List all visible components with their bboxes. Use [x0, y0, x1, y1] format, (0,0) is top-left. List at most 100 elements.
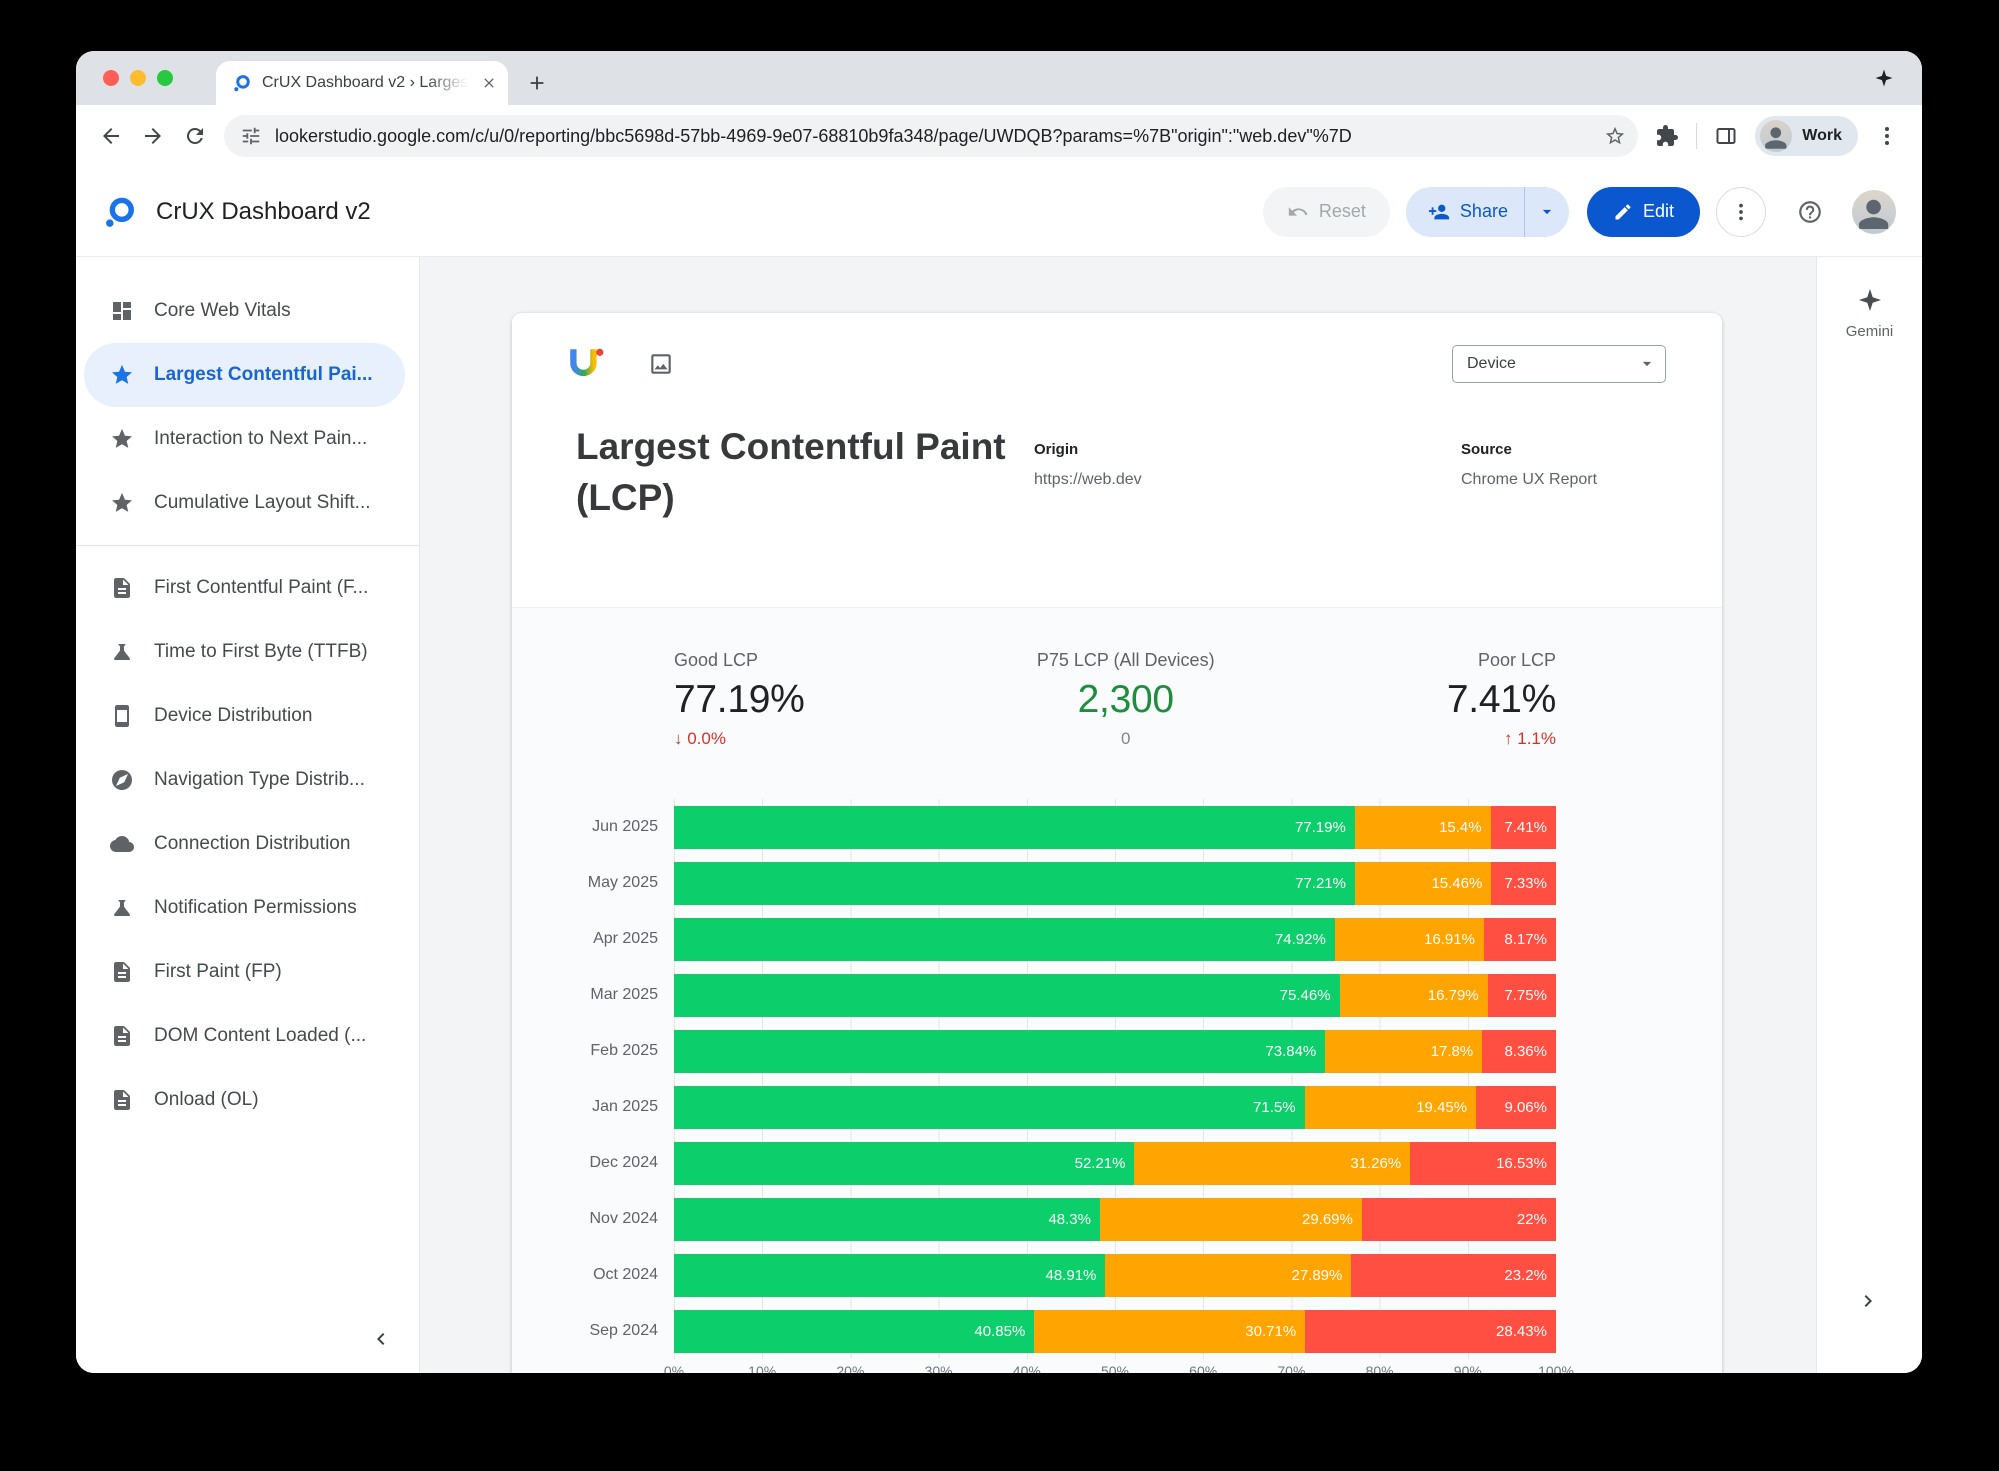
bar-segment-poor[interactable]: 22%	[1361, 1197, 1556, 1241]
looker-studio-logo-icon[interactable]	[102, 194, 138, 230]
bar-segment-good[interactable]: 48.3%	[674, 1197, 1100, 1241]
sidebar-item-lcp[interactable]: Largest Contentful Pai...	[84, 343, 405, 407]
minimize-window-button[interactable]	[130, 70, 146, 86]
edit-button[interactable]: Edit	[1586, 186, 1700, 237]
chart-category-label: Oct 2024	[593, 1266, 658, 1283]
chart-category-label: Sep 2024	[589, 1322, 658, 1339]
fullscreen-window-button[interactable]	[157, 70, 173, 86]
sidebar-item-label: Largest Contentful Pai...	[154, 364, 373, 385]
phone-icon	[110, 704, 134, 728]
bar-segment-poor[interactable]: 7.75%	[1487, 973, 1556, 1017]
bar-value-label: 9.06%	[1504, 1098, 1547, 1116]
bar-segment-needs-improvement[interactable]: 27.89%	[1105, 1253, 1352, 1297]
reset-button[interactable]: Reset	[1262, 186, 1390, 237]
origin-label: Origin	[1034, 441, 1079, 458]
sidebar-collapse-chevron-icon[interactable]	[369, 1327, 397, 1355]
device-filter-select[interactable]: Device	[1452, 345, 1666, 383]
reload-button[interactable]	[174, 115, 216, 157]
sidebar-item-dom-content-loaded[interactable]: DOM Content Loaded (...	[84, 1004, 405, 1068]
bar-segment-poor[interactable]: 23.2%	[1351, 1253, 1556, 1297]
origin-value: https://web.dev	[1034, 471, 1142, 488]
bar-value-label: 77.21%	[1295, 874, 1346, 892]
bar-segment-needs-improvement[interactable]: 19.45%	[1304, 1085, 1477, 1129]
help-icon[interactable]	[1788, 190, 1832, 234]
sidebar-item-connection-distribution[interactable]: Connection Distribution	[84, 812, 405, 876]
bar-segment-poor[interactable]: 7.33%	[1491, 861, 1556, 905]
browser-tab[interactable]: CrUX Dashboard v2 › Largest C	[216, 61, 508, 105]
url-text[interactable]: lookerstudio.google.com/c/u/0/reporting/…	[275, 125, 1352, 146]
bar-segment-needs-improvement[interactable]: 15.46%	[1354, 861, 1492, 905]
axis-tick-label: 100%	[1538, 1363, 1574, 1373]
browser-menu-icon[interactable]	[1866, 115, 1908, 157]
chart-category-label: Jun 2025	[592, 818, 658, 835]
address-bar[interactable]: lookerstudio.google.com/c/u/0/reporting/…	[224, 115, 1639, 157]
bar-segment-poor[interactable]: 7.41%	[1490, 805, 1556, 849]
side-panel-icon[interactable]	[1705, 115, 1747, 157]
chart-axis: 0% 10% 20% 30% 40% 50% 60% 70% 80% 90% 100%	[664, 1359, 1574, 1373]
sidebar-item-fp[interactable]: First Paint (FP)	[84, 940, 405, 1004]
bar-segment-good[interactable]: 52.21%	[674, 1141, 1135, 1185]
bar-segment-poor[interactable]: 8.36%	[1482, 1029, 1556, 1073]
axis-tick-label: 90%	[1453, 1363, 1482, 1373]
extensions-icon[interactable]	[1646, 115, 1688, 157]
axis-tick-label: 10%	[748, 1363, 777, 1373]
doc-icon	[110, 1024, 134, 1048]
panel-expand-chevron-icon[interactable]	[1856, 1289, 1884, 1317]
profile-chip[interactable]: Work	[1755, 116, 1858, 156]
bar-segment-good[interactable]: 48.91%	[674, 1253, 1106, 1297]
chart-bar-track: 71.5% 19.45% 9.06%	[674, 1085, 1556, 1129]
sidebar-item-cls[interactable]: Cumulative Layout Shift...	[84, 471, 405, 535]
bar-segment-good[interactable]: 71.5%	[674, 1085, 1305, 1129]
bar-segment-good[interactable]: 77.21%	[674, 861, 1355, 905]
chart-rows: Jun 2025 77.19% 15.4% 7.41% May 2025 77.21% 15…	[512, 799, 1722, 1359]
bar-segment-needs-improvement[interactable]: 31.26%	[1134, 1141, 1411, 1185]
bar-segment-poor[interactable]: 16.53%	[1410, 1141, 1556, 1185]
scorecard-label: P75 LCP (All Devices)	[1036, 650, 1215, 670]
chart-category-label: Dec 2024	[589, 1154, 659, 1171]
chart-row-mar-2025: Mar 2025 75.46% 16.79% 7.75%	[512, 967, 1722, 1023]
sidebar-item-onload[interactable]: Onload (OL)	[84, 1068, 405, 1132]
sidebar-item-inp[interactable]: Interaction to Next Pain...	[84, 407, 405, 471]
more-options-button[interactable]	[1716, 186, 1766, 237]
bar-segment-needs-improvement[interactable]: 16.91%	[1334, 917, 1484, 961]
bar-segment-good[interactable]: 77.19%	[674, 805, 1355, 849]
site-settings-icon[interactable]	[240, 125, 262, 147]
bar-segment-good[interactable]: 74.92%	[674, 917, 1335, 961]
bar-segment-poor[interactable]: 28.43%	[1305, 1309, 1556, 1353]
bar-segment-needs-improvement[interactable]: 29.69%	[1100, 1197, 1362, 1241]
bookmark-star-icon[interactable]	[1598, 119, 1632, 153]
sidebar-item-ttfb[interactable]: Time to First Byte (TTFB)	[84, 620, 405, 684]
tab-close-icon[interactable]	[478, 72, 500, 94]
bar-segment-poor[interactable]: 9.06%	[1476, 1085, 1556, 1129]
share-dropdown-caret-icon[interactable]	[1523, 186, 1569, 237]
bar-value-label: 74.92%	[1274, 930, 1326, 948]
bar-segment-poor[interactable]: 8.17%	[1483, 917, 1556, 961]
gemini-sparkle-icon[interactable]	[1857, 287, 1883, 313]
share-button[interactable]: Share	[1405, 186, 1569, 237]
bar-segment-needs-improvement[interactable]: 17.8%	[1325, 1029, 1483, 1073]
grid-icon	[110, 299, 134, 323]
bar-segment-needs-improvement[interactable]: 15.4%	[1354, 805, 1491, 849]
forward-button[interactable]	[132, 115, 174, 157]
bar-value-label: 19.45%	[1416, 1098, 1468, 1116]
report-card: Device Largest Contentful Paint (LCP) Or…	[512, 313, 1722, 1373]
back-button[interactable]	[90, 115, 132, 157]
bar-segment-good[interactable]: 73.84%	[674, 1029, 1326, 1073]
bar-segment-good[interactable]: 75.46%	[674, 973, 1340, 1017]
bar-segment-needs-improvement[interactable]: 16.79%	[1339, 973, 1488, 1017]
sidebar-item-navigation-type-distribution[interactable]: Navigation Type Distrib...	[84, 748, 405, 812]
tab-search-sparkle-icon[interactable]	[1874, 68, 1894, 88]
account-avatar[interactable]	[1852, 189, 1896, 234]
sidebar-item-fcp[interactable]: First Contentful Paint (F...	[84, 556, 405, 620]
sidebar-item-device-distribution[interactable]: Device Distribution	[84, 684, 405, 748]
star-icon	[110, 491, 134, 515]
sidebar-divider	[76, 545, 419, 546]
content-area: Core Web Vitals Largest Contentful Pai...…	[76, 257, 1922, 1373]
new-tab-button[interactable]	[520, 66, 554, 100]
sidebar-item-notification-permissions[interactable]: Notification Permissions	[84, 876, 405, 940]
close-window-button[interactable]	[103, 70, 119, 86]
sidebar-item-core-web-vitals[interactable]: Core Web Vitals	[84, 279, 405, 343]
bar-segment-needs-improvement[interactable]: 30.71%	[1034, 1309, 1306, 1353]
bar-segment-good[interactable]: 40.85%	[674, 1309, 1035, 1353]
gemini-panel[interactable]: Gemini	[1816, 257, 1922, 1373]
